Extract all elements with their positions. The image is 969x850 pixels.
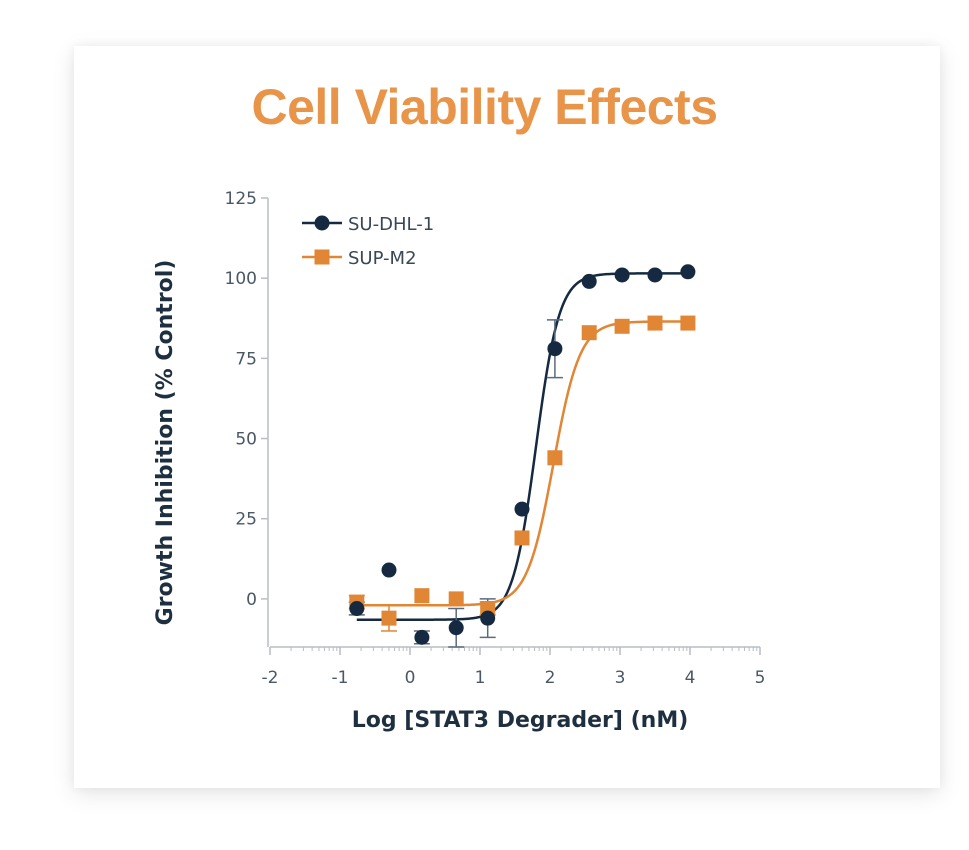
- x-tick-label: -1: [332, 668, 349, 688]
- data-point-sup-m2: [680, 315, 696, 331]
- axes: 0 25 50 75 100 125 -2 -1 0 1 2 3 4 5: [225, 189, 766, 688]
- x-tick-label: 5: [755, 668, 766, 688]
- data-point-sup-m2: [547, 450, 563, 466]
- data-point-sup-m2: [448, 591, 464, 607]
- y-tick-label: 125: [225, 189, 257, 209]
- data-point-su-dhl-1: [349, 601, 365, 617]
- data-point-su-dhl-1: [647, 267, 663, 283]
- legend-label: SU-DHL-1: [348, 214, 434, 235]
- x-tick-label: 3: [615, 668, 626, 688]
- data-point-sup-m2: [514, 530, 530, 546]
- data-point-sup-m2: [647, 315, 663, 331]
- legend-label: SUP-M2: [348, 248, 417, 269]
- x-tick-label: 2: [545, 668, 556, 688]
- x-tick-label: 0: [405, 668, 416, 688]
- x-tick-label: -2: [262, 668, 279, 688]
- y-axis-title: Growth Inhibition (% Control): [153, 260, 178, 626]
- data-point-su-dhl-1: [414, 629, 430, 645]
- data-point-su-dhl-1: [514, 501, 530, 517]
- data-point-su-dhl-1: [448, 620, 464, 636]
- y-tick-label: 25: [235, 510, 257, 530]
- chart-card: [74, 46, 940, 788]
- y-tick-label: 50: [235, 430, 257, 450]
- y-tick-label: 100: [225, 269, 257, 289]
- chart-title: Cell Viability Effects: [251, 79, 718, 135]
- legend: SU-DHL-1 SUP-M2: [302, 214, 434, 269]
- x-tick-label: 4: [685, 668, 696, 688]
- y-tick-label: 0: [246, 590, 257, 610]
- data-point-sup-m2: [581, 325, 597, 341]
- data-point-sup-m2: [614, 318, 630, 334]
- legend-marker-square: [314, 249, 330, 265]
- fit-curves: [356, 272, 688, 621]
- data-point-su-dhl-1: [680, 264, 696, 280]
- x-tick-label: 1: [475, 668, 486, 688]
- fit-curve-sup-m2: [356, 320, 688, 607]
- data-point-sup-m2: [414, 588, 430, 604]
- data-point-su-dhl-1: [547, 341, 563, 357]
- legend-marker-circle: [314, 215, 330, 231]
- data-point-sup-m2: [381, 610, 397, 626]
- y-tick-label: 75: [235, 349, 257, 369]
- fit-curve-su-dhl-1: [356, 272, 688, 621]
- data-point-su-dhl-1: [381, 562, 397, 578]
- data-point-su-dhl-1: [480, 610, 496, 626]
- data-point-su-dhl-1: [614, 267, 630, 283]
- data-points: [349, 264, 696, 645]
- x-axis-title: Log [STAT3 Degrader] (nM): [352, 708, 689, 733]
- data-point-su-dhl-1: [581, 273, 597, 289]
